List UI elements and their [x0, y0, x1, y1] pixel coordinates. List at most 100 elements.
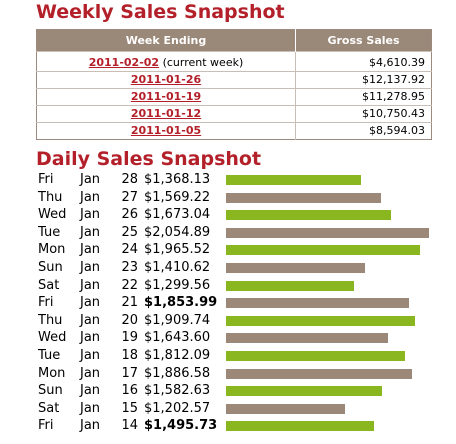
sales-bar: [226, 175, 361, 185]
week-link[interactable]: 2011-01-05: [130, 124, 202, 137]
day-number: 25: [121, 224, 138, 240]
day-of-week: Fri: [38, 295, 54, 311]
month: Jan: [80, 400, 101, 416]
week-ending-cell: 2011-01-26: [36, 71, 296, 89]
week-link[interactable]: 2011-01-19: [130, 90, 202, 103]
gross-sales-cell: $4,610.39: [295, 51, 432, 72]
day-number: 27: [121, 189, 138, 205]
month: Jan: [80, 347, 101, 363]
daily-row: Tue Jan 25 $2,054.89: [36, 224, 446, 242]
sales-bar: [226, 368, 412, 379]
month: Jan: [80, 189, 101, 205]
sales-amount: $1,643.60: [144, 330, 211, 346]
week-link[interactable]: 2011-02-02: [88, 56, 160, 69]
gross-sales-cell: $12,137.92: [295, 71, 432, 89]
sales-amount: $1,299.56: [144, 277, 211, 293]
table-row: 2011-01-26 $12,137.92: [36, 71, 432, 89]
daily-row: Sun Jan 16 $1,582.63: [36, 382, 446, 400]
sales-bar: [226, 421, 374, 432]
daily-row: Sun Jan 23 $1,410.62: [36, 259, 446, 277]
day-number: 20: [121, 312, 138, 328]
sales-bar: [226, 262, 365, 273]
week-link[interactable]: 2011-01-12: [130, 107, 202, 120]
sales-bar: [226, 227, 429, 238]
daily-row: Sat Jan 22 $1,299.56: [36, 277, 446, 295]
week-ending-cell: 2011-01-05: [36, 122, 296, 140]
table-row: 2011-01-05 $8,594.03: [36, 122, 432, 140]
gross-sales-cell: $11,278.95: [295, 88, 432, 106]
sales-amount: $1,853.99: [144, 295, 218, 311]
sales-bar: [226, 350, 405, 361]
sales-amount: $1,368.13: [144, 172, 211, 187]
month: Jan: [80, 383, 101, 399]
day-of-week: Fri: [38, 172, 54, 187]
week-ending-header: Week Ending: [36, 29, 296, 52]
sales-amount: $1,812.09: [144, 347, 211, 363]
daily-row: Fri Jan 14 $1,495.73: [36, 417, 446, 435]
sales-bar: [226, 386, 382, 397]
month: Jan: [80, 365, 101, 381]
day-number: 21: [121, 295, 138, 311]
month: Jan: [80, 418, 101, 434]
sales-amount: $1,965.52: [144, 242, 211, 258]
month: Jan: [80, 207, 101, 223]
sales-amount: $1,410.62: [144, 259, 211, 275]
gross-sales-header: Gross Sales: [295, 29, 432, 52]
daily-row: Mon Jan 17 $1,886.58: [36, 365, 446, 383]
sales-bar: [226, 280, 354, 291]
day-of-week: Wed: [38, 207, 67, 223]
sales-amount: $1,673.04: [144, 207, 211, 223]
day-number: 24: [121, 242, 138, 258]
daily-row: Thu Jan 27 $1,569.22: [36, 189, 446, 207]
sales-amount: $1,582.63: [144, 383, 211, 399]
gross-sales-cell: $8,594.03: [295, 122, 432, 140]
day-number: 17: [121, 365, 138, 381]
sales-bar: [226, 245, 420, 256]
month: Jan: [80, 172, 101, 187]
day-number: 22: [121, 277, 138, 293]
sales-amount: $1,886.58: [144, 365, 211, 381]
table-row: 2011-01-19 $11,278.95: [36, 88, 432, 106]
sales-bar: [226, 333, 388, 344]
week-link[interactable]: 2011-01-26: [130, 73, 202, 86]
month: Jan: [80, 330, 101, 346]
daily-row: Sat Jan 15 $1,202.57: [36, 400, 446, 418]
gross-sales-cell: $10,750.43: [295, 105, 432, 123]
weekly-sales-table: Week Ending Gross Sales 2011-02-02 (curr…: [36, 29, 432, 140]
day-of-week: Mon: [38, 365, 66, 381]
daily-row: Fri Jan 28 $1,368.13: [36, 171, 446, 189]
table-row: 2011-01-12 $10,750.43: [36, 105, 432, 123]
table-header-row: Week Ending Gross Sales: [36, 29, 432, 52]
day-of-week: Sun: [38, 383, 63, 399]
sales-bar: [226, 315, 415, 326]
day-of-week: Mon: [38, 242, 66, 258]
sales-bar: [226, 403, 345, 414]
daily-sales-list: Fri Jan 28 $1,368.13 Thu Jan 27 $1,569.22 Wed Jan…: [36, 171, 446, 435]
week-ending-cell: 2011-01-19: [36, 88, 296, 106]
day-number: 28: [121, 172, 138, 187]
week-ending-cell: 2011-01-12: [36, 105, 296, 123]
daily-row: Fri Jan 21 $1,853.99: [36, 294, 446, 312]
sales-bar: [226, 210, 391, 221]
week-note: (current week): [159, 56, 244, 69]
sales-amount: $1,202.57: [144, 400, 211, 416]
month: Jan: [80, 277, 101, 293]
daily-row: Mon Jan 24 $1,965.52: [36, 241, 446, 259]
day-number: 16: [121, 383, 138, 399]
sales-amount: $1,909.74: [144, 312, 211, 328]
day-of-week: Sat: [38, 400, 60, 416]
day-of-week: Tue: [38, 224, 61, 240]
sales-bar: [226, 192, 381, 203]
day-number: 15: [121, 400, 138, 416]
day-of-week: Sat: [38, 277, 60, 293]
day-of-week: Fri: [38, 418, 54, 434]
sales-bar: [226, 298, 409, 309]
day-of-week: Thu: [38, 312, 63, 328]
sales-amount: $1,495.73: [144, 418, 218, 434]
day-of-week: Wed: [38, 330, 67, 346]
daily-row: Wed Jan 19 $1,643.60: [36, 329, 446, 347]
day-of-week: Tue: [38, 347, 61, 363]
daily-sales-title: Daily Sales Snapshot: [36, 148, 262, 170]
month: Jan: [80, 295, 101, 311]
day-of-week: Thu: [38, 189, 63, 205]
